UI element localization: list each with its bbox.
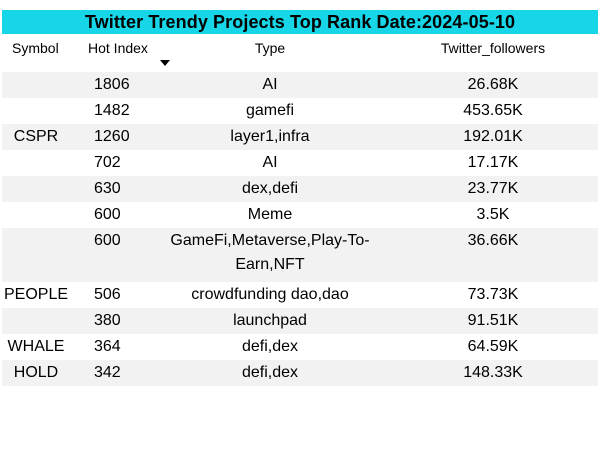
header-row: Symbol Hot Index Type Twitter_followers	[2, 34, 598, 72]
cell-twitter-followers: 91.51K	[388, 308, 598, 334]
cell-symbol: CSPR	[2, 124, 72, 150]
cell-type: AI	[152, 72, 388, 98]
cell-type: layer1,infra	[152, 124, 388, 150]
cell-twitter-followers: 23.77K	[388, 176, 598, 202]
cell-type: GameFi,Metaverse,Play-To-Earn,NFT	[152, 228, 388, 282]
cell-type: launchpad	[152, 308, 388, 334]
cell-type: dex,defi	[152, 176, 388, 202]
cell-symbol: PEOPLE	[3, 286, 69, 303]
column-header-hot-index[interactable]: Hot Index	[72, 34, 170, 72]
table-title: Twitter Trendy Projects Top Rank Date:20…	[2, 10, 598, 34]
cell-hot-index: 1260	[72, 124, 152, 150]
cell-hot-index: 630	[72, 176, 152, 202]
cell-hot-index: 600	[72, 228, 152, 282]
table-row: PEOPLE 506 crowdfunding dao,dao 73.73K	[2, 282, 598, 308]
cell-hot-index: 1482	[94, 102, 130, 119]
cell-type: crowdfunding dao,dao	[191, 286, 349, 303]
cell-symbol: HOLD	[2, 360, 72, 386]
cell-symbol	[2, 176, 72, 202]
column-header-twitter-followers[interactable]: Twitter_followers	[388, 34, 598, 72]
cell-hot-index: 1806	[72, 72, 152, 98]
column-header-type[interactable]: Type	[152, 34, 388, 72]
cell-symbol	[2, 228, 72, 282]
table-row: HOLD 342 defi,dex 148.33K	[2, 360, 598, 386]
column-header-hot-index-label: Hot Index	[88, 40, 148, 56]
cell-hot-index: 380	[72, 308, 152, 334]
cell-twitter-followers: 192.01K	[388, 124, 598, 150]
table-row: 702 AI 17.17K	[2, 150, 598, 176]
sort-descending-icon[interactable]	[160, 60, 170, 66]
trendy-projects-table: Symbol Hot Index Type Twitter_followers …	[2, 34, 598, 386]
cell-hot-index: 342	[72, 360, 152, 386]
table-row: 600 GameFi,Metaverse,Play-To-Earn,NFT 36…	[2, 228, 598, 282]
cell-type: Meme	[247, 206, 293, 223]
cell-twitter-followers: 64.59K	[467, 338, 519, 355]
cell-twitter-followers: 17.17K	[467, 154, 519, 171]
cell-hot-index: 600	[94, 206, 121, 223]
cell-symbol	[2, 72, 72, 98]
cell-twitter-followers: 36.66K	[388, 228, 598, 282]
cell-hot-index: 702	[94, 154, 121, 171]
cell-hot-index: 506	[94, 286, 121, 303]
cell-twitter-followers: 73.73K	[467, 286, 519, 303]
cell-twitter-followers: 453.65K	[463, 102, 523, 119]
cell-twitter-followers: 148.33K	[388, 360, 598, 386]
table-row: 1482 gamefi 453.65K	[2, 98, 598, 124]
cell-symbol	[2, 308, 72, 334]
cell-symbol	[2, 150, 72, 176]
table-title-text: Twitter Trendy Projects Top Rank Date:20…	[84, 11, 516, 32]
table-row: CSPR 1260 layer1,infra 192.01K	[2, 124, 598, 150]
cell-type: defi,dex	[152, 360, 388, 386]
cell-twitter-followers: 26.68K	[388, 72, 598, 98]
cell-twitter-followers: 3.5K	[476, 206, 510, 223]
table-row: WHALE 364 defi,dex 64.59K	[2, 334, 598, 360]
cell-symbol: WHALE	[7, 338, 65, 355]
cell-hot-index: 364	[94, 338, 121, 355]
cell-type: AI	[262, 154, 278, 171]
column-header-symbol[interactable]: Symbol	[2, 34, 72, 72]
table-row: 1806 AI 26.68K	[2, 72, 598, 98]
table-row: 600 Meme 3.5K	[2, 202, 598, 228]
table-row: 380 launchpad 91.51K	[2, 308, 598, 334]
table-row: 630 dex,defi 23.77K	[2, 176, 598, 202]
cell-symbol	[2, 98, 72, 124]
cell-symbol	[2, 202, 72, 228]
cell-type: defi,dex	[241, 338, 299, 355]
cell-type: gamefi	[245, 102, 295, 119]
